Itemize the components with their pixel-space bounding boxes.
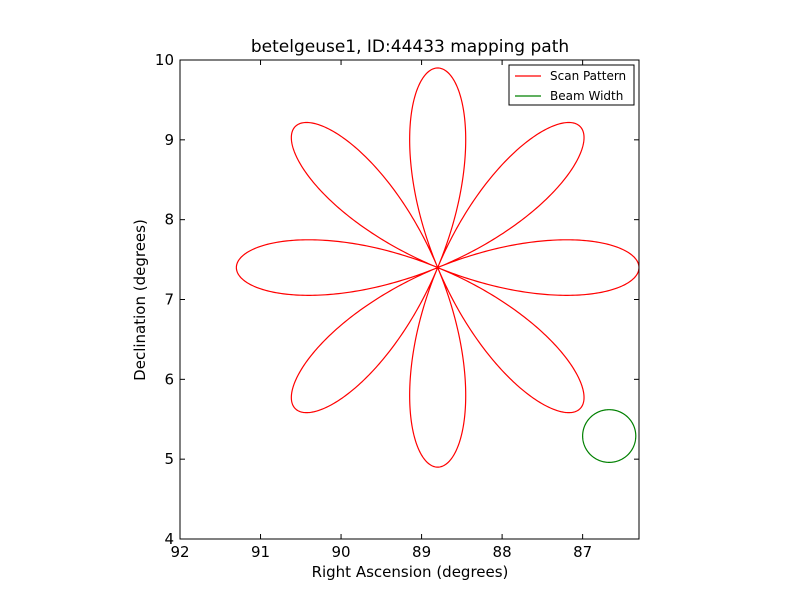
series-beam-width xyxy=(582,409,637,463)
y-tick-label: 8 xyxy=(164,211,174,229)
x-tick-label: 91 xyxy=(251,543,270,561)
x-tick-label: 90 xyxy=(332,543,351,561)
legend-box xyxy=(508,64,635,106)
x-tick-label: 92 xyxy=(170,543,189,561)
y-axis: 4 5 6 7 8 9 10 xyxy=(155,51,639,548)
x-axis: 92 91 90 89 88 87 xyxy=(170,60,592,561)
y-tick-label: 6 xyxy=(164,370,174,388)
y-tick-label: 9 xyxy=(164,131,174,149)
x-tick-label: 88 xyxy=(493,543,512,561)
legend-entry-beam-width: Beam Width xyxy=(550,89,623,103)
legend-entry-scan-pattern: Scan Pattern xyxy=(550,69,626,83)
x-tick-label: 89 xyxy=(412,543,431,561)
y-tick-label: 4 xyxy=(164,530,174,548)
x-tick-label: 87 xyxy=(573,543,592,561)
y-tick-label: 5 xyxy=(164,450,174,468)
y-axis-label: Declination (degrees) xyxy=(131,219,149,381)
series-scan-pattern xyxy=(235,67,639,468)
y-tick-label: 10 xyxy=(155,51,174,69)
legend: Scan Pattern Beam Width xyxy=(508,64,635,106)
x-axis-label: Right Ascension (degrees) xyxy=(312,563,509,581)
plot-area xyxy=(235,67,639,468)
chart-title: betelgeuse1, ID:44433 mapping path xyxy=(251,37,569,57)
y-tick-label: 7 xyxy=(164,291,174,309)
